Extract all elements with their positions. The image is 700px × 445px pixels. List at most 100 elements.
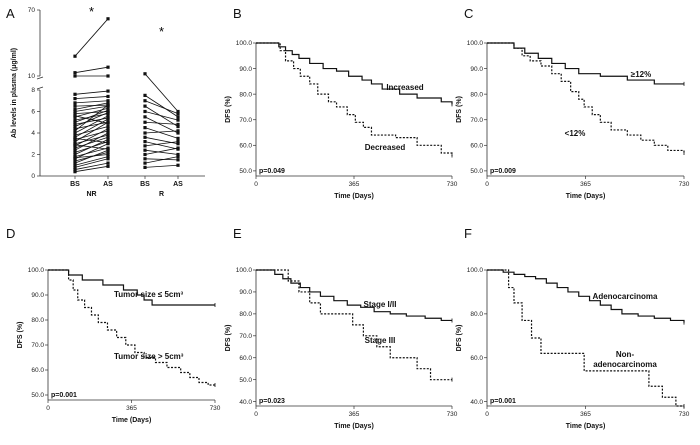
series-dashed-line xyxy=(487,269,684,407)
as-point xyxy=(176,158,180,162)
bs-point xyxy=(73,143,77,147)
y-tick-label: 70.0 xyxy=(31,342,44,349)
bs-point xyxy=(73,104,77,108)
bs-point xyxy=(143,161,147,165)
y-tick-label: 60.0 xyxy=(31,367,44,374)
as-point xyxy=(106,155,110,159)
km-panel-c: 50.0 60.0 70.0 80.0 90.0 100.0 0 365 730 Time (Da… xyxy=(456,40,690,200)
bs-point xyxy=(73,146,77,150)
bs-point xyxy=(143,115,147,119)
y-axis-label: DFS (%) xyxy=(456,325,463,352)
series-solid-line xyxy=(256,269,452,322)
x-tick-label: 0 xyxy=(485,411,489,418)
bs-point xyxy=(73,92,77,96)
series-annotation: Tumor size > 5cm³ xyxy=(114,352,184,361)
as-point xyxy=(106,141,110,145)
bs-point xyxy=(73,54,77,58)
bs-point xyxy=(73,97,77,101)
pair-line xyxy=(144,95,179,118)
as-point xyxy=(106,147,110,151)
series-dashed-line xyxy=(256,42,453,156)
pair-line xyxy=(74,104,109,107)
x-tick-label: AS xyxy=(103,181,113,188)
pair-line xyxy=(74,121,109,142)
as-point xyxy=(106,65,110,69)
bs-point xyxy=(73,118,77,122)
series-annotation: Decreased xyxy=(365,143,406,152)
bs-point xyxy=(73,136,77,140)
axis-break-mark xyxy=(36,86,44,90)
series-annotation: Non-adenocarcinoma xyxy=(593,350,657,369)
as-point xyxy=(106,110,110,115)
as-point xyxy=(106,114,110,118)
pair-line xyxy=(74,132,109,151)
x-axis-label: Time (Days) xyxy=(112,417,152,424)
as-point xyxy=(106,131,110,135)
series-solid-line xyxy=(256,42,453,105)
bs-point xyxy=(143,131,147,135)
y-tick-label: 100.0 xyxy=(467,267,484,274)
pair-line xyxy=(74,156,109,166)
x-axis-label: Time (Days) xyxy=(334,423,374,430)
pair-line xyxy=(74,66,109,74)
pair-line xyxy=(74,18,109,57)
bs-point xyxy=(73,124,77,129)
as-point xyxy=(176,131,180,135)
pair-line xyxy=(144,116,179,134)
y-tick-label: 80.0 xyxy=(31,317,44,324)
y-tick-label: 8 xyxy=(31,87,35,94)
pair-line xyxy=(144,121,179,125)
y-tick-label: 6 xyxy=(31,109,35,116)
series-dashed-line xyxy=(487,42,685,153)
as-point xyxy=(176,118,180,122)
bs-point xyxy=(143,152,147,157)
p-value: p=0.023 xyxy=(259,398,285,405)
panel-label-b: B xyxy=(233,6,242,21)
p-value: p=0.009 xyxy=(490,168,516,175)
pair-line xyxy=(144,73,179,112)
bs-point xyxy=(73,163,77,167)
pair-line xyxy=(144,141,179,150)
series-annotation: Stage I/II xyxy=(364,300,397,309)
as-point xyxy=(106,150,110,154)
bs-point xyxy=(143,157,147,161)
x-tick-label: 0 xyxy=(254,411,258,418)
as-point xyxy=(176,122,180,126)
pair-line xyxy=(74,96,109,99)
bs-point xyxy=(73,71,77,75)
paired-panel-a: 0 2 4 6 8 10 70 Ab levels in plasma (μg/ml) BS AS… xyxy=(11,4,205,198)
x-tick-label: 0 xyxy=(485,181,489,188)
as-point xyxy=(176,152,180,157)
x-axis-label: Time (Days) xyxy=(566,193,606,200)
y-tick-label: 10 xyxy=(28,73,36,80)
pair-line xyxy=(144,147,179,155)
y-tick-label: 60.0 xyxy=(470,355,483,362)
pair-line xyxy=(144,156,179,164)
y-axis-label: DFS (%) xyxy=(225,325,232,352)
km-panel-f: 40.0 60.0 80.0 100.0 0 365 730 Time (Days) DFS (… xyxy=(456,267,690,430)
bs-point xyxy=(73,133,77,137)
as-point xyxy=(106,121,110,125)
bs-point xyxy=(143,144,147,148)
bs-point xyxy=(73,159,77,163)
pair-line xyxy=(144,100,179,115)
bs-point xyxy=(143,165,147,169)
y-tick-label: 80.0 xyxy=(470,311,483,318)
pair-line xyxy=(74,158,109,168)
x-axis-label: Time (Days) xyxy=(334,193,374,200)
as-point xyxy=(176,115,180,119)
pair-line xyxy=(144,164,179,168)
as-point xyxy=(106,124,110,129)
as-point xyxy=(106,74,110,78)
bs-point xyxy=(73,170,77,174)
bs-point xyxy=(143,135,147,139)
axis-break-mark xyxy=(36,76,44,80)
bs-point xyxy=(73,140,77,144)
p-value: p=0.001 xyxy=(490,398,516,405)
as-point xyxy=(176,112,180,116)
x-tick-label: 730 xyxy=(210,405,221,412)
as-point xyxy=(106,103,110,107)
bs-point xyxy=(73,122,77,126)
y-tick-label: 50.0 xyxy=(239,377,252,384)
x-tick-label: 730 xyxy=(447,181,458,188)
